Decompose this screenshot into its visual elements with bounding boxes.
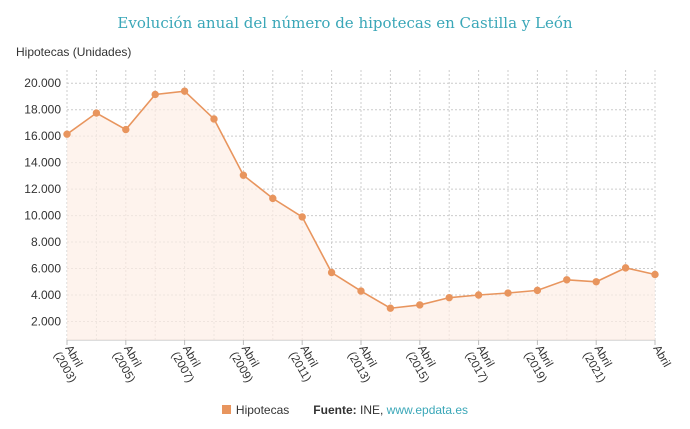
data-point[interactable] [504,289,512,297]
y-tick-label: 8.000 [31,235,61,249]
y-tick-label: 20.000 [24,76,61,90]
data-point[interactable] [63,130,71,138]
data-point[interactable] [122,125,130,134]
data-point[interactable] [651,270,659,279]
x-tick-label-month: Abril [650,344,672,370]
x-tick-label: Abril(2011) [286,344,319,385]
x-tick-label: Abril [650,344,672,370]
source-label: Fuente: [313,403,357,417]
x-tick-label: Abril(2003) [51,344,84,385]
y-tick-label: 16.000 [24,129,61,143]
x-tick-label: Abril(2019) [522,344,555,385]
y-axis-title: Hipotecas (Unidades) [16,45,132,59]
area-fill [67,91,655,340]
x-tick-label: Abril(2007) [169,344,202,385]
data-point[interactable] [592,278,600,286]
x-axis-ticks: Abril(2003) Abril(2005) Abril(2007) Abril(2… [51,340,672,385]
y-tick-label: 6.000 [31,262,61,276]
data-point[interactable] [298,213,306,221]
data-point[interactable] [210,115,218,123]
chart-title: Evolución anual del número de hipotecas … [117,14,573,32]
y-tick-label: 18.000 [24,103,61,117]
y-tick-label: 10.000 [24,209,61,223]
x-tick-label: Abril(2015) [404,344,437,385]
data-point[interactable] [621,264,630,272]
x-tick-label: Abril(2009) [228,344,261,385]
data-point[interactable] [92,109,101,117]
data-point[interactable] [416,301,424,309]
source-link[interactable]: www.epdata.es [386,403,469,417]
data-point[interactable] [327,268,336,277]
data-point[interactable] [239,171,248,179]
data-point[interactable] [269,194,277,203]
source-text: INE, [359,403,384,417]
data-points [63,87,659,312]
data-point[interactable] [563,276,571,284]
data-point[interactable] [180,87,189,95]
x-tick-label: Abril(2017) [463,344,496,385]
y-tick-label: 2.000 [31,314,61,328]
data-point[interactable] [474,291,483,299]
data-point[interactable] [151,90,159,99]
legend: Hipotecas Fuente: INE, www.epdata.es [0,403,690,417]
data-point[interactable] [533,286,542,295]
data-point[interactable] [445,293,453,302]
y-tick-label: 4.000 [31,288,61,302]
y-tick-label: 14.000 [24,156,61,170]
legend-swatch [221,405,231,415]
data-point[interactable] [357,287,365,295]
y-axis-ticks: 2.000 4.000 6.000 8.000 10.000 12.000 14.000 16… [24,76,61,328]
y-tick-label: 12.000 [24,182,61,196]
legend-series-label[interactable]: Hipotecas [235,403,290,417]
series-area [67,91,655,340]
x-tick-label: Abril(2005) [110,344,143,385]
data-point[interactable] [386,304,395,312]
x-tick-label: Abril(2013) [345,344,378,385]
x-tick-label: Abril(2021) [580,344,613,385]
